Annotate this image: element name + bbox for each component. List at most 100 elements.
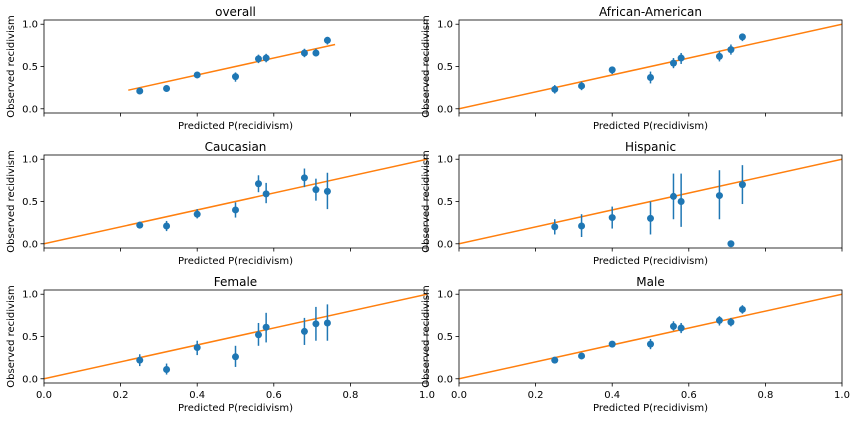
data-point — [727, 240, 735, 248]
reference-line — [459, 293, 842, 380]
data-point — [647, 340, 654, 348]
data-point — [262, 190, 270, 198]
data-point — [312, 320, 320, 328]
data-point — [551, 85, 559, 93]
data-point — [163, 365, 171, 373]
data-point — [715, 192, 723, 200]
x-axis-label: Predicted P(recidivism) — [593, 256, 708, 267]
data-point — [738, 305, 746, 313]
y-tick-label: 0.5 — [437, 332, 453, 343]
data-point — [323, 187, 331, 195]
data-point — [551, 356, 559, 364]
data-point — [669, 322, 677, 330]
y-tick-label: 0.0 — [437, 104, 453, 115]
y-tick-label: 0.5 — [437, 62, 453, 73]
y-axis-label: Observed recidivism — [421, 15, 432, 117]
x-tick-label: 0.8 — [757, 390, 773, 401]
chart-title: Female — [214, 275, 257, 289]
x-tick-label: 1.0 — [419, 390, 435, 401]
chart-panel-0: 0.0 0.5 1.0 overall Predicted P(recidivism) O… — [6, 5, 428, 132]
data-point — [669, 59, 677, 67]
reference-line — [128, 43, 336, 91]
data-point — [232, 353, 239, 361]
data-point — [578, 222, 586, 230]
y-tick-label: 0.5 — [22, 62, 38, 73]
data-point — [323, 319, 331, 327]
data-point — [232, 206, 239, 214]
chart-title: Caucasian — [205, 140, 267, 154]
y-axis-label: Observed recidivism — [6, 150, 17, 252]
chart-title: Hispanic — [625, 140, 676, 154]
x-tick-label: 0.0 — [451, 390, 467, 401]
data-point — [647, 73, 654, 81]
x-tick-label: 0.6 — [681, 390, 697, 401]
y-tick-label: 0.5 — [22, 197, 38, 208]
data-point — [193, 343, 201, 351]
data-point — [578, 352, 586, 360]
data-point — [254, 55, 262, 63]
data-point — [715, 316, 723, 324]
data-point — [715, 52, 723, 60]
chart-panel-2: 0.0 0.5 1.0 Caucasian Predicted P(recidivism… — [6, 140, 428, 267]
data-point — [193, 210, 201, 218]
x-axis-label: Predicted P(recidivism) — [178, 256, 293, 267]
y-axis-label: Observed recidivism — [6, 285, 17, 387]
reference-line — [459, 23, 842, 110]
x-tick-label: 0.4 — [189, 390, 205, 401]
y-axis-label: Observed recidivism — [421, 150, 432, 252]
data-point — [312, 186, 320, 194]
data-point — [312, 49, 320, 57]
x-tick-label: 0.0 — [36, 390, 52, 401]
y-axis-label: Observed recidivism — [6, 15, 17, 117]
data-point — [232, 73, 239, 81]
data-point — [738, 33, 746, 41]
y-tick-label: 0.5 — [22, 332, 38, 343]
data-point — [136, 356, 144, 364]
data-point — [647, 214, 654, 222]
y-tick-label: 0.0 — [22, 239, 38, 250]
x-axis-label: Predicted P(recidivism) — [593, 121, 708, 132]
y-axis-label: Observed recidivism — [421, 285, 432, 387]
chart-title: Male — [636, 275, 664, 289]
data-point — [578, 82, 586, 90]
y-tick-label: 1.0 — [22, 20, 38, 31]
data-point — [608, 66, 616, 74]
x-tick-label: 0.2 — [113, 390, 129, 401]
chart-title: African-American — [599, 5, 702, 19]
data-point — [136, 221, 144, 229]
data-point — [300, 327, 308, 335]
x-tick-label: 0.8 — [342, 390, 358, 401]
y-tick-label: 0.0 — [437, 239, 453, 250]
reference-line — [44, 158, 427, 245]
data-point — [163, 222, 171, 230]
data-point — [254, 331, 262, 339]
y-tick-label: 1.0 — [437, 290, 453, 301]
y-tick-label: 1.0 — [22, 290, 38, 301]
data-point — [300, 174, 308, 182]
data-point — [551, 223, 559, 231]
data-point — [677, 324, 685, 332]
chart-panel-5: 0.00.51.00.0 0.2 0.4 0.6 0.8 1.0MalePredicted… — [421, 275, 850, 414]
data-point — [262, 323, 270, 331]
data-point — [193, 71, 201, 79]
x-tick-label: 0.2 — [528, 390, 544, 401]
y-tick-label: 0.0 — [22, 374, 38, 385]
y-tick-label: 0.5 — [437, 197, 453, 208]
data-point — [136, 87, 144, 95]
reference-line — [44, 293, 427, 380]
y-tick-label: 1.0 — [22, 155, 38, 166]
data-point — [738, 181, 746, 189]
x-axis-label: Predicted P(recidivism) — [178, 121, 293, 132]
y-tick-label: 1.0 — [437, 20, 453, 31]
data-point — [323, 36, 331, 44]
data-point — [300, 49, 308, 57]
data-point — [262, 54, 270, 62]
chart-panel-4: 0.0 0.5 1.0 0.0 0.2 0.4 0.6 0.8 1.0 Female Predict… — [6, 275, 435, 414]
data-point — [677, 198, 685, 205]
data-point — [727, 318, 735, 326]
x-tick-label: 0.6 — [266, 390, 282, 401]
y-tick-label: 1.0 — [437, 155, 453, 166]
x-tick-label: 0.4 — [604, 390, 620, 401]
data-point — [669, 192, 677, 200]
